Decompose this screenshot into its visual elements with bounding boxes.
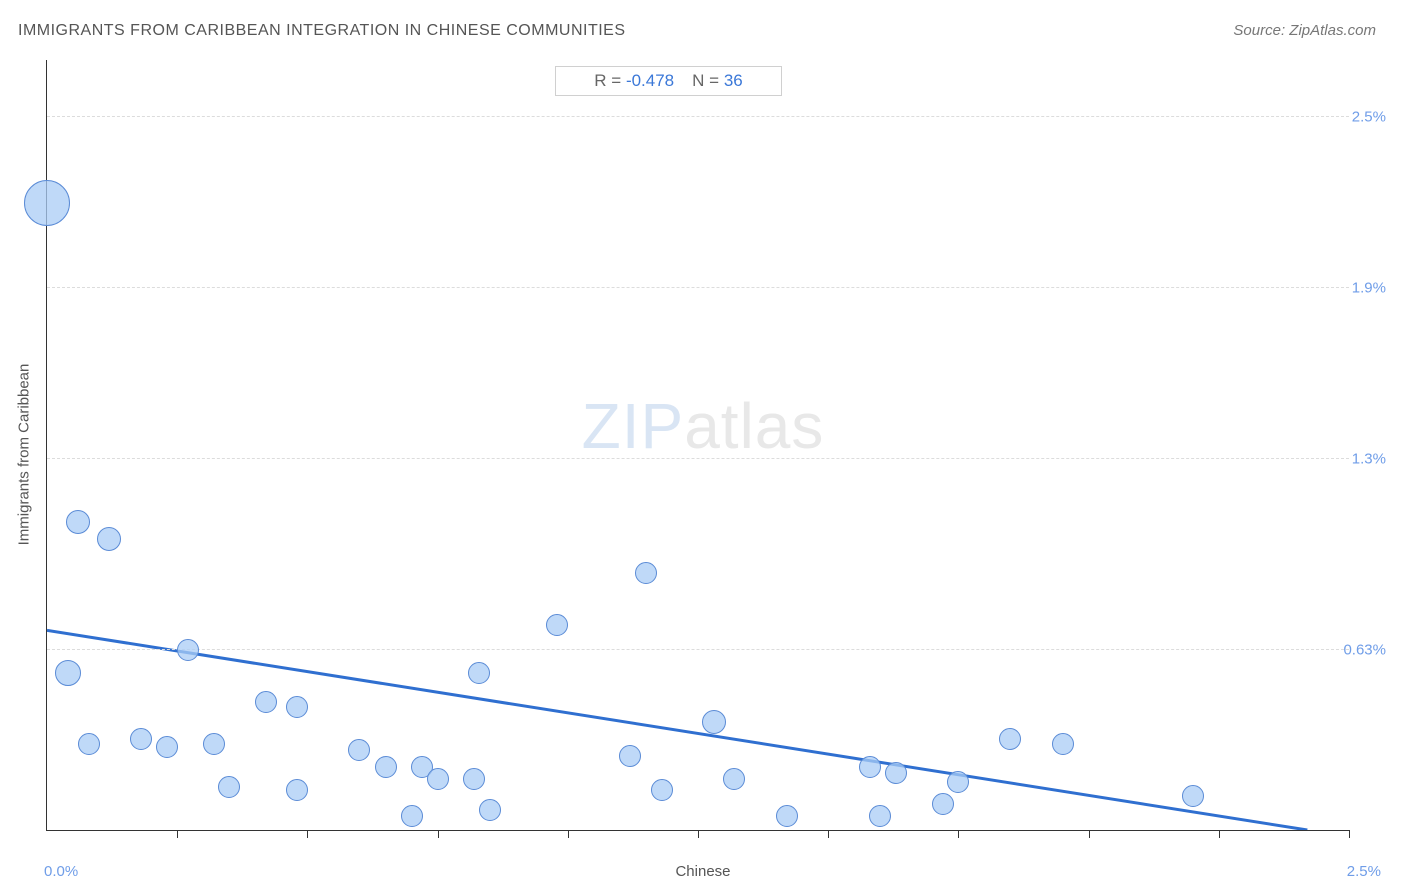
data-point (427, 768, 449, 790)
data-point (203, 733, 225, 755)
data-point (55, 660, 81, 686)
data-point (947, 771, 969, 793)
y-tick-label: 2.5% (1352, 109, 1386, 126)
data-point (546, 614, 568, 636)
data-point (885, 762, 907, 784)
regression-line (47, 60, 1349, 830)
y-axis-label: Immigrants from Caribbean (16, 364, 33, 546)
data-point (1182, 785, 1204, 807)
n-value: 36 (724, 71, 743, 90)
y-tick-label: 1.3% (1352, 451, 1386, 468)
data-point (348, 739, 370, 761)
source-attribution: Source: ZipAtlas.com (1233, 22, 1376, 39)
r-label: R = (594, 71, 621, 90)
y-tick-label: 1.9% (1352, 280, 1386, 297)
data-point (177, 639, 199, 661)
x-tick-mark (698, 830, 699, 838)
x-tick-mark (568, 830, 569, 838)
x-tick-mark (1349, 830, 1350, 838)
data-point (869, 805, 891, 827)
data-point (635, 562, 657, 584)
x-tick-mark (828, 830, 829, 838)
data-point (702, 710, 726, 734)
n-label: N = (692, 71, 719, 90)
data-point (255, 691, 277, 713)
grid-line (47, 116, 1349, 117)
data-point (218, 776, 240, 798)
data-point (859, 756, 881, 778)
data-point (999, 728, 1021, 750)
x-tick-mark (1219, 830, 1220, 838)
stats-box: R = -0.478 N = 36 (555, 66, 782, 96)
data-point (463, 768, 485, 790)
data-point (375, 756, 397, 778)
x-tick-mark (307, 830, 308, 838)
x-tick-mark (1089, 830, 1090, 838)
data-point (286, 779, 308, 801)
chart-title: IMMIGRANTS FROM CARIBBEAN INTEGRATION IN… (18, 22, 626, 40)
x-min-label: 0.0% (44, 863, 78, 880)
source-prefix: Source: (1233, 22, 1289, 39)
data-point (776, 805, 798, 827)
data-point (97, 527, 121, 551)
data-point (401, 805, 423, 827)
data-point (66, 510, 90, 534)
data-point (723, 768, 745, 790)
data-point (619, 745, 641, 767)
n-stat: N = 36 (692, 71, 743, 91)
data-point (468, 662, 490, 684)
x-axis-label: Chinese (675, 863, 730, 880)
data-point (24, 180, 70, 226)
grid-line (47, 287, 1349, 288)
scatter-chart (46, 60, 1349, 831)
r-value: -0.478 (626, 71, 674, 90)
data-point (479, 799, 501, 821)
data-point (78, 733, 100, 755)
y-tick-label: 0.63% (1343, 642, 1386, 659)
x-tick-mark (177, 830, 178, 838)
data-point (651, 779, 673, 801)
source-name: ZipAtlas.com (1289, 22, 1376, 39)
x-tick-mark (438, 830, 439, 838)
grid-line (47, 649, 1349, 650)
grid-line (47, 458, 1349, 459)
data-point (286, 696, 308, 718)
data-point (932, 793, 954, 815)
x-max-label: 2.5% (1347, 863, 1381, 880)
data-point (156, 736, 178, 758)
data-point (130, 728, 152, 750)
x-tick-mark (958, 830, 959, 838)
data-point (1052, 733, 1074, 755)
r-stat: R = -0.478 (594, 71, 674, 91)
